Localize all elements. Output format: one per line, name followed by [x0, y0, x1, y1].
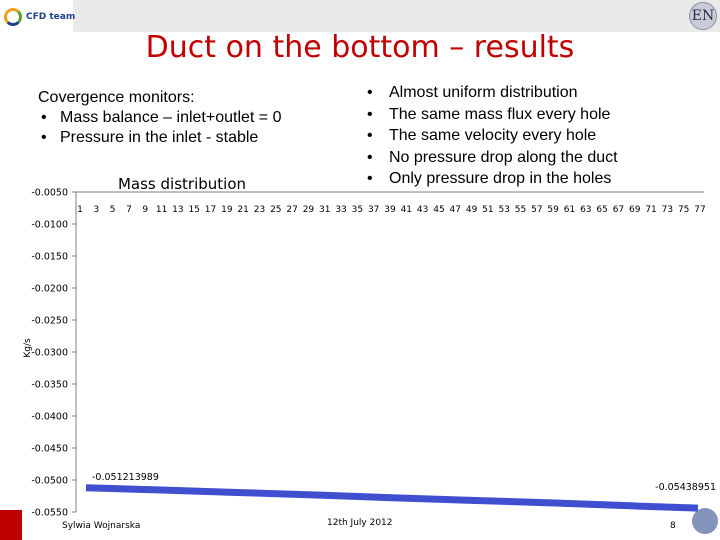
- x-tick-label: 9: [142, 205, 148, 215]
- x-tick-label: 65: [596, 205, 607, 215]
- results-bullet: Almost uniform distribution: [367, 82, 618, 104]
- chart-title: Mass distribution: [118, 175, 246, 193]
- footer-author: Sylwia Wojnarska: [62, 521, 141, 531]
- data-label-first: -0.051213989: [92, 472, 159, 483]
- x-tick-label: 23: [254, 205, 265, 215]
- x-tick-label: 69: [629, 205, 641, 215]
- x-tick-label: 77: [694, 205, 705, 215]
- x-tick-label: 1: [77, 205, 83, 215]
- y-tick-label: -0.0100: [31, 220, 68, 231]
- x-tick-label: 51: [482, 205, 493, 215]
- cfd-team-logo: CFD team: [4, 8, 75, 26]
- x-tick-label: 29: [303, 205, 315, 215]
- x-tick-label: 19: [221, 205, 233, 215]
- en-logo: EN: [689, 2, 717, 30]
- y-tick-label: -0.0300: [31, 348, 68, 359]
- y-tick-label: -0.0150: [31, 252, 68, 263]
- header-gray-band: [73, 0, 720, 32]
- x-tick-label: 73: [662, 205, 673, 215]
- x-tick-label: 5: [110, 205, 116, 215]
- x-tick-label: 17: [205, 205, 216, 215]
- x-tick-label: 7: [126, 205, 132, 215]
- x-tick-label: 75: [678, 205, 689, 215]
- x-tick-label: 3: [93, 205, 99, 215]
- monitors-list: Mass balance – inlet+outlet = 0 Pressure…: [38, 108, 281, 148]
- x-tick-label: 53: [498, 205, 509, 215]
- y-tick-label: -0.0350: [31, 380, 68, 391]
- x-tick-label: 43: [417, 205, 428, 215]
- x-tick-label: 21: [237, 205, 248, 215]
- y-tick-label: -0.0500: [31, 476, 68, 487]
- x-tick-label: 61: [564, 205, 575, 215]
- monitors-item: Mass balance – inlet+outlet = 0: [38, 108, 281, 128]
- x-tick-label: 31: [319, 205, 330, 215]
- x-tick-label: 11: [156, 205, 167, 215]
- x-tick-label: 49: [466, 205, 478, 215]
- swirl-icon: [4, 8, 22, 26]
- x-tick-label: 39: [384, 205, 396, 215]
- x-tick-label: 55: [515, 205, 526, 215]
- x-tick-label: 71: [645, 205, 656, 215]
- y-tick-label: -0.0250: [31, 316, 68, 327]
- results-bullet: No pressure drop along the duct: [367, 147, 618, 169]
- series-line: [85, 484, 699, 512]
- x-tick-label: 57: [531, 205, 542, 215]
- footer-date: 12th July 2012: [327, 518, 393, 528]
- results-bullet: Only pressure drop in the holes: [367, 168, 618, 190]
- monitors-item: Pressure in the inlet - stable: [38, 128, 281, 148]
- x-tick-label: 47: [450, 205, 461, 215]
- y-tick-label: -0.0200: [31, 284, 68, 295]
- y-axis-label: Kg/s: [23, 338, 33, 358]
- x-tick-label: 27: [286, 205, 297, 215]
- slide-title: Duct on the bottom – results: [145, 30, 575, 65]
- cern-logo: [692, 508, 718, 534]
- convergence-monitors: Covergence monitors: Mass balance – inle…: [38, 88, 281, 148]
- x-tick-label: 63: [580, 205, 591, 215]
- x-tick-label: 35: [352, 205, 363, 215]
- y-tick-label: -0.0550: [31, 508, 68, 519]
- results-bullet-list: Almost uniform distribution The same mas…: [367, 82, 618, 190]
- x-tick-label: 59: [547, 205, 559, 215]
- footer-red-badge: [0, 510, 22, 540]
- x-tick-label: 25: [270, 205, 281, 215]
- monitors-heading: Covergence monitors:: [38, 89, 195, 106]
- x-tick-label: 13: [172, 205, 183, 215]
- footer-page-number: 8: [670, 521, 676, 531]
- y-tick-label: -0.0050: [31, 188, 68, 199]
- y-tick-label: -0.0400: [31, 412, 68, 423]
- x-tick-label: 37: [368, 205, 379, 215]
- y-tick-label: -0.0450: [31, 444, 68, 455]
- results-bullet: The same velocity every hole: [367, 125, 618, 147]
- x-tick-label: 45: [433, 205, 444, 215]
- x-tick-label: 15: [188, 205, 199, 215]
- data-label-last: -0.05438951: [655, 482, 716, 493]
- x-tick-label: 41: [401, 205, 412, 215]
- x-tick-label: 33: [335, 205, 346, 215]
- x-tick-label: 67: [613, 205, 624, 215]
- results-bullet: The same mass flux every hole: [367, 104, 618, 126]
